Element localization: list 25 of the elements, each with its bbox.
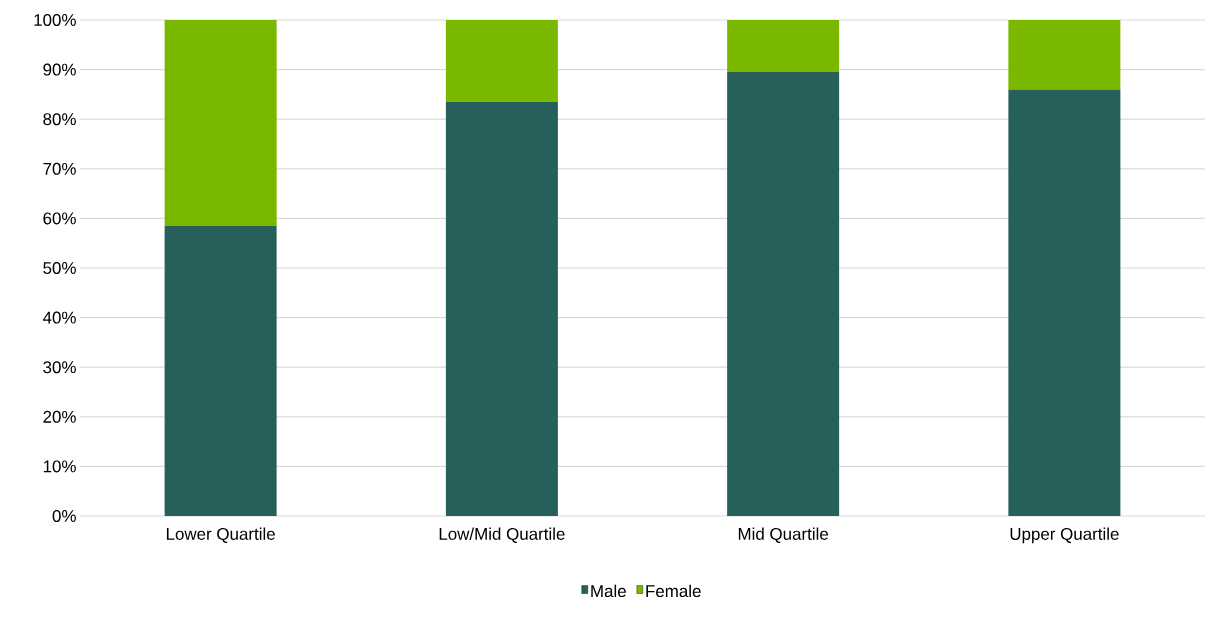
bar xyxy=(1008,20,1121,90)
y-tick-label: 70% xyxy=(43,162,76,175)
y-tick-label: 30% xyxy=(43,361,76,374)
legend-label: Male xyxy=(591,584,626,598)
bar xyxy=(445,101,558,516)
bar xyxy=(1008,89,1121,516)
y-tick-label: 20% xyxy=(43,410,76,423)
y-tick-label: 60% xyxy=(43,212,76,225)
y-tick-label: 100% xyxy=(34,14,76,26)
y-tick-label: 0% xyxy=(52,510,76,522)
bar xyxy=(164,225,277,516)
y-tick-label: 80% xyxy=(43,113,76,126)
bar xyxy=(727,20,840,73)
x-tick-label: Upper Quartile xyxy=(1010,527,1119,544)
y-tick-label: 10% xyxy=(43,460,76,473)
bar xyxy=(727,72,840,516)
x-tick-label: Low/Mid Quartile xyxy=(439,527,565,543)
bar xyxy=(445,20,558,102)
y-tick-label: 90% xyxy=(43,63,76,76)
y-tick-label: 40% xyxy=(42,311,76,324)
x-tick-label: Mid Quartile xyxy=(738,527,829,543)
x-tick-label: Lower Quartile xyxy=(166,527,275,543)
bar xyxy=(164,20,277,226)
y-tick-label: 50% xyxy=(43,262,76,274)
legend-label: Female xyxy=(646,584,701,598)
